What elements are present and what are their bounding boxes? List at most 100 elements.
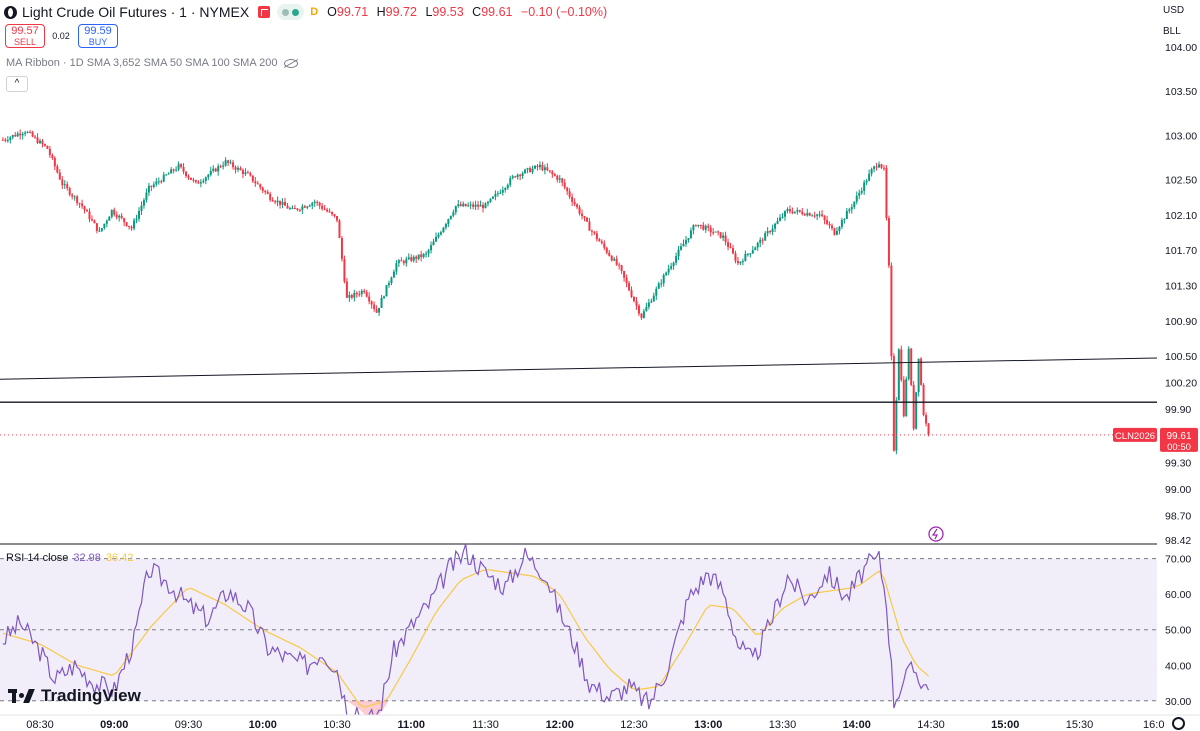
- candle-body: [702, 225, 705, 230]
- collapse-legend-button[interactable]: ^: [6, 76, 28, 92]
- candle-body: [217, 166, 220, 172]
- time-tick-label: 15:00: [991, 719, 1019, 731]
- candle-body: [276, 200, 279, 203]
- candle-body: [774, 223, 777, 229]
- candle-body: [722, 235, 725, 238]
- time-axis: 08:30 09:00 09:30 10:00 10:30 11:00 11:30 12:00…: [0, 714, 1200, 731]
- candle-body: [435, 236, 437, 242]
- lightning-icon[interactable]: [928, 526, 944, 542]
- candle-body: [98, 230, 101, 232]
- sell-price: 99.57: [11, 25, 39, 37]
- candle-body: [118, 215, 121, 218]
- candle-body: [301, 206, 304, 210]
- candle-body: [895, 400, 898, 451]
- candle-body: [105, 220, 108, 224]
- candle-body: [415, 256, 418, 259]
- candle-body: [397, 260, 400, 264]
- candle-body: [766, 231, 769, 234]
- candle-body: [380, 297, 383, 308]
- time-tick-label: 08:30: [26, 719, 54, 731]
- indicator-legend[interactable]: MA Ribbon · 1D SMA 3,652 SMA 50 SMA 100 …: [6, 57, 299, 69]
- candle-body: [516, 174, 519, 178]
- candle-body: [269, 193, 272, 200]
- symbol-title[interactable]: Light Crude Oil Futures · 1 · NYMEX: [22, 4, 250, 20]
- eye-off-icon[interactable]: [284, 58, 299, 68]
- candle-body: [553, 174, 556, 176]
- candle-body: [306, 206, 309, 208]
- candle-body: [823, 216, 826, 220]
- candle-body: [486, 201, 489, 204]
- candle-body: [88, 211, 91, 220]
- candle-body: [657, 283, 660, 289]
- last-price-tag: [1160, 427, 1198, 452]
- sell-button[interactable]: 99.57 SELL: [5, 24, 45, 48]
- unit-selector[interactable]: BLL: [1163, 26, 1181, 37]
- candle-body: [78, 203, 81, 205]
- flag-icon[interactable]: [258, 6, 271, 18]
- candle-body: [194, 180, 197, 182]
- candle-body: [578, 207, 581, 214]
- candle-body: [759, 239, 762, 243]
- candle-body: [157, 181, 160, 183]
- price-tick-label: 98.42: [1165, 535, 1191, 547]
- time-tick-label: 15:30: [1066, 719, 1094, 731]
- candle-body: [232, 162, 235, 168]
- buy-button[interactable]: 99.59 BUY: [78, 24, 118, 48]
- candle-body: [838, 226, 841, 232]
- candle-body: [293, 208, 296, 210]
- candle-body: [229, 162, 232, 164]
- price-tick-label: 99.90: [1165, 404, 1191, 416]
- candle-body: [464, 203, 467, 207]
- candle-body: [373, 304, 376, 310]
- candle-body: [677, 249, 680, 257]
- candle-body: [110, 209, 113, 217]
- price-tick-label: 99.00: [1165, 484, 1191, 496]
- candle-body: [791, 211, 794, 214]
- price-tick-label: 98.70: [1165, 510, 1191, 522]
- candle-body: [707, 225, 710, 228]
- candle-body: [732, 247, 734, 254]
- candle-body: [571, 196, 574, 202]
- candle-body: [573, 201, 576, 205]
- candle-body: [68, 188, 71, 195]
- candle-body: [155, 181, 158, 185]
- candle-body: [917, 358, 920, 393]
- candle-body: [14, 135, 17, 137]
- price-tick-label: 102.50: [1165, 175, 1197, 187]
- low-value: 99.53: [432, 5, 464, 19]
- candle-body: [412, 256, 415, 261]
- axis-background: [1157, 0, 1200, 731]
- candle-body: [308, 205, 311, 207]
- candle-body: [331, 211, 334, 215]
- candle-body: [192, 179, 195, 181]
- candle-body: [368, 296, 371, 302]
- candle-body: [687, 238, 690, 241]
- candle-body: [927, 423, 930, 435]
- candle-body: [343, 259, 346, 282]
- candle-body: [1, 139, 4, 141]
- candle-body: [318, 202, 321, 206]
- currency-selector[interactable]: USD: [1163, 5, 1185, 16]
- spread-value: 0.02: [52, 31, 70, 41]
- rsi-legend[interactable]: RSI 14 close 32.98 36.42: [6, 552, 133, 564]
- candle-body: [4, 139, 7, 141]
- gear-icon[interactable]: [1172, 717, 1185, 730]
- candle-body: [167, 173, 170, 175]
- candle-body: [835, 231, 838, 235]
- candle-body: [237, 167, 239, 170]
- candle-body: [286, 205, 289, 209]
- rsi-oversold-fill: [346, 700, 389, 723]
- tradingview-logo-icon: [8, 689, 36, 703]
- candle-body: [145, 192, 148, 201]
- candle-body: [385, 285, 388, 297]
- candle-body: [551, 171, 554, 175]
- candle-body: [234, 167, 237, 170]
- candle-body: [826, 219, 829, 224]
- market-status-pill[interactable]: [277, 4, 305, 20]
- candle-body: [514, 176, 517, 178]
- candle-body: [541, 164, 544, 171]
- candle-body: [375, 309, 378, 313]
- candle-body: [172, 169, 175, 171]
- candle-body: [482, 204, 485, 209]
